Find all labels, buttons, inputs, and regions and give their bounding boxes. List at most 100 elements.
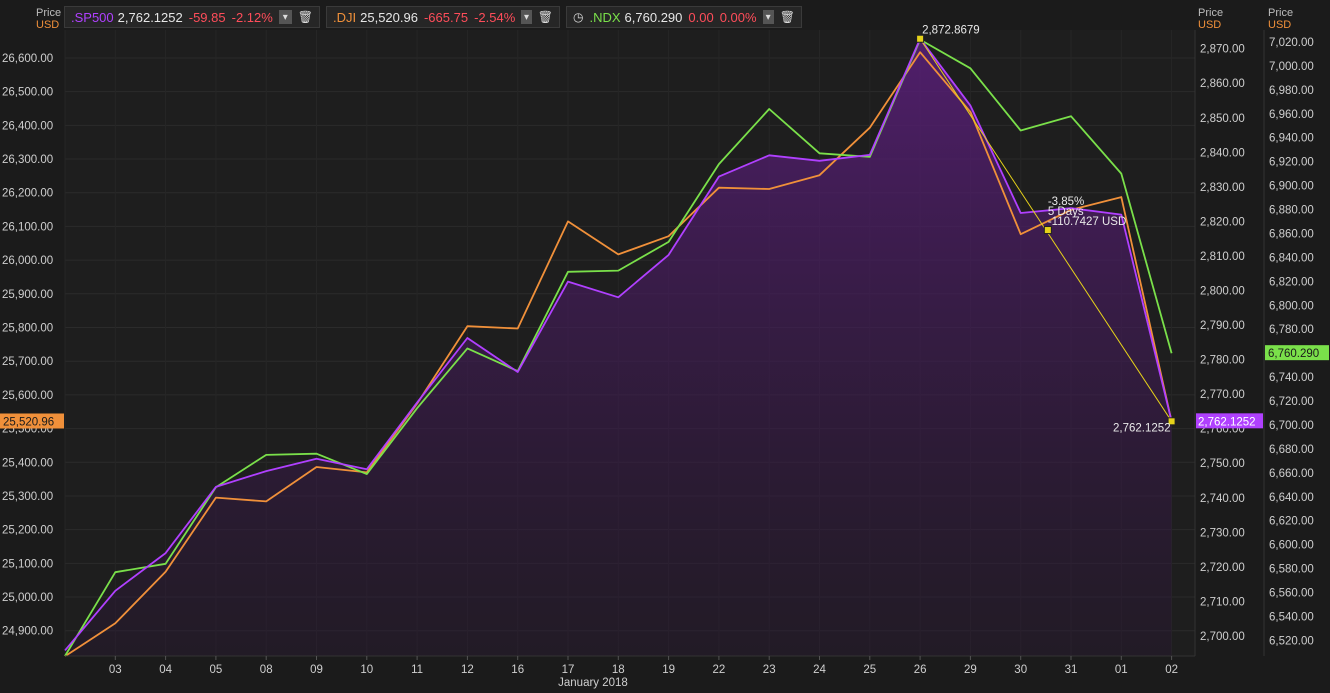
ndx-tick-label: 6,660.00	[1269, 468, 1314, 480]
legend-ndx[interactable]: ◷ .NDX 6,760.290 0.00 0.00% ▾ 🗑	[566, 6, 802, 28]
legend-value: 6,760.290	[624, 9, 683, 25]
legend-change: -665.75	[423, 9, 469, 25]
date-axis: 03 04 05 08 09 10 11 12 16 17 18 19 22 23 24 25 26 29 30 31…	[109, 656, 1178, 689]
date-tick-label: 09	[310, 664, 323, 676]
price-tags: 25,520.96 2,762.1252 6,760.290	[0, 345, 1329, 429]
date-tick-label: 16	[511, 664, 524, 676]
trash-icon[interactable]: 🗑	[297, 10, 313, 24]
legend-symbol: .DJI	[333, 9, 357, 25]
date-tick-label: 30	[1014, 664, 1027, 676]
dji-tick-label: 25,400.00	[2, 457, 53, 469]
annotations: 2,872.8679 2,762.1252 -3.85%5 Days-110.742…	[922, 25, 1171, 435]
ndx-price-tag	[1265, 345, 1329, 361]
sp500-axis: 2,870.00 2,860.00 2,850.00 2,840.00 2,830.00…	[1200, 44, 1245, 643]
sp500-tick-label: 2,720.00	[1200, 562, 1245, 574]
ndx-tick-label: 6,740.00	[1269, 372, 1314, 384]
date-tick-label: 22	[713, 664, 726, 676]
ndx-tick-label: 6,900.00	[1269, 181, 1314, 193]
sp500-tick-label: 2,740.00	[1200, 493, 1245, 505]
legend-dji[interactable]: .DJI 25,520.96 -665.75 -2.54% ▾ 🗑	[326, 6, 560, 28]
ndx-tick-label: 7,000.00	[1269, 61, 1314, 73]
date-tick-label: 02	[1165, 664, 1178, 676]
date-tick-label: 26	[914, 664, 927, 676]
ndx-tick-label: 6,940.00	[1269, 133, 1314, 145]
dji-tick-label: 25,100.00	[2, 558, 53, 570]
sp500-tick-label: 2,770.00	[1200, 389, 1245, 401]
series-line-ndx	[64, 38, 1173, 657]
date-tick-label: 18	[612, 664, 625, 676]
trash-icon[interactable]: 🗑	[537, 10, 553, 24]
legend-symbol: .NDX	[589, 9, 621, 25]
dji-tick-label: 25,800.00	[2, 323, 53, 335]
sp500-tick-label: 2,820.00	[1200, 216, 1245, 228]
right-axis-unit-label: USD	[1268, 19, 1292, 31]
sp500-tick-label: 2,810.00	[1200, 251, 1245, 263]
ndx-tick-label: 6,960.00	[1269, 109, 1314, 121]
sp500-tick-label: 2,830.00	[1200, 182, 1245, 194]
date-tick-label: 08	[260, 664, 273, 676]
dji-tick-label: 26,400.00	[2, 120, 53, 132]
trash-icon[interactable]: 🗑	[779, 10, 795, 24]
left-axis-header: Price USD	[36, 7, 61, 31]
mid-axis-header: Price USD	[1198, 7, 1223, 31]
legend-sp500[interactable]: .SP500 2,762.1252 -59.85 -2.12% ▾ 🗑	[64, 6, 320, 28]
dji-tick-label: 26,200.00	[2, 188, 53, 200]
date-tick-label: 24	[813, 664, 826, 676]
chevron-down-icon[interactable]: ▾	[762, 10, 774, 24]
ndx-tick-label: 6,820.00	[1269, 276, 1314, 288]
dji-tick-label: 26,600.00	[2, 53, 53, 65]
measure-handle	[1167, 417, 1176, 426]
sp500-area-fill	[65, 38, 1172, 656]
series-line-dji	[64, 51, 1173, 658]
sp500-tick-label: 2,700.00	[1200, 631, 1245, 643]
chevron-down-icon[interactable]: ▾	[521, 10, 532, 24]
ndx-tick-label: 6,980.00	[1269, 85, 1314, 97]
ndx-tick-label: 6,580.00	[1269, 564, 1314, 576]
dji-axis: 26,600.00 26,500.00 26,400.00 26,300.00 26,2…	[2, 53, 53, 638]
legend-change-pct: -2.12%	[231, 9, 273, 25]
legend-value: 2,762.1252	[117, 9, 183, 25]
legend-change-pct: 0.00%	[719, 9, 757, 25]
ndx-tick-label: 6,620.00	[1269, 516, 1314, 528]
legend-change: 0.00	[688, 9, 714, 25]
dji-tick-label: 25,000.00	[2, 592, 53, 604]
dji-tick-label: 25,300.00	[2, 491, 53, 503]
sp500-price-tag-label: 2,762.1252	[1198, 416, 1256, 428]
dji-tick-label: 24,900.00	[2, 626, 53, 638]
sp500-tick-label: 2,870.00	[1200, 44, 1245, 56]
ndx-tick-label: 6,860.00	[1269, 228, 1314, 240]
right-axis-price-label: Price	[1268, 7, 1294, 19]
sp500-tick-label: 2,710.00	[1200, 596, 1245, 608]
dji-tick-label: 25,900.00	[2, 289, 53, 301]
date-tick-label: 05	[210, 664, 223, 676]
ndx-tick-label: 6,640.00	[1269, 492, 1314, 504]
ndx-tick-label: 7,020.00	[1269, 37, 1314, 49]
measure-usd-label: -110.7427 USD	[1048, 216, 1126, 228]
ndx-tick-label: 6,520.00	[1269, 635, 1314, 647]
date-tick-label: 12	[461, 664, 474, 676]
right-axis-header: Price USD	[1268, 7, 1293, 31]
date-tick-label: 23	[763, 664, 776, 676]
ndx-price-tag-label: 6,760.290	[1268, 348, 1319, 360]
date-tick-label: 03	[109, 664, 122, 676]
dji-price-tag-label: 25,520.96	[3, 417, 54, 429]
chevron-down-icon[interactable]: ▾	[278, 10, 292, 24]
measure-handle	[916, 34, 925, 43]
date-tick-label: 10	[360, 664, 373, 676]
dji-tick-label: 26,500.00	[2, 87, 53, 99]
date-tick-label: 11	[411, 664, 423, 676]
ndx-tick-label: 6,800.00	[1269, 300, 1314, 312]
ndx-tick-label: 6,880.00	[1269, 205, 1314, 217]
left-axis-price-label: Price	[36, 7, 62, 19]
dji-tick-label: 25,600.00	[2, 390, 53, 402]
dji-tick-label: 26,000.00	[2, 255, 53, 267]
clock-icon: ◷	[573, 10, 584, 24]
date-tick-label: 29	[964, 664, 977, 676]
legend-symbol: .SP500	[71, 9, 114, 25]
sp500-tick-label: 2,850.00	[1200, 113, 1245, 125]
measure-tool[interactable]	[916, 34, 1176, 426]
date-tick-label: 04	[159, 664, 172, 676]
dji-tick-label: 26,300.00	[2, 154, 53, 166]
date-tick-label: 17	[562, 664, 575, 676]
